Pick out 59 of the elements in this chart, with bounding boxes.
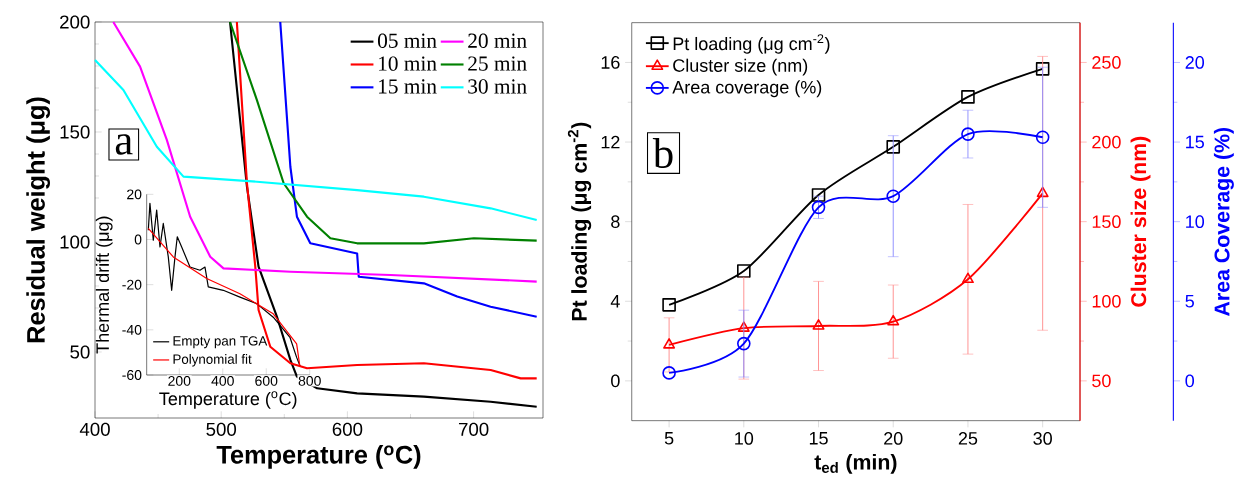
y-tick-label: 200 (60, 15, 90, 29)
legend-label: 30 min (468, 79, 527, 94)
y-tick-label: 16 (601, 56, 620, 69)
x-tick-label: 20 (884, 432, 903, 445)
y3-tick-label: 10 (1186, 215, 1205, 229)
legend-label: Cluster size (nm) (673, 58, 808, 76)
y3-tick-label: 15 (1186, 135, 1204, 149)
x-tick-label: 800 (298, 375, 321, 386)
x-tick-label: 600 (332, 422, 363, 436)
legend-label: 05 min (377, 33, 437, 48)
legend-label: Empty pan TGA (173, 336, 268, 349)
y2-tick-label: 200 (1092, 135, 1121, 149)
y-tick-label: -40 (122, 324, 142, 335)
x-tick-label: 5 (664, 432, 674, 445)
legend-label: Pt loading (μg cm$^{-2}$) (673, 34, 830, 54)
y3-axis-title: Area Coverage (%) (1213, 127, 1234, 316)
y-tick-label: 4 (610, 295, 620, 308)
x-axis-title: t$_{ed}$ (min) (814, 453, 897, 474)
x-tick-label: 15 (809, 432, 828, 445)
y3-tick-label: 5 (1185, 294, 1194, 308)
x-tick-label: 200 (168, 375, 191, 386)
y-tick-label: 150 (60, 125, 90, 139)
y-tick-label: -20 (122, 279, 142, 290)
legend-label: 15 min (379, 79, 437, 94)
legend-label: Polynomial fit (173, 354, 252, 367)
y-axis-title: Residual weight (μg) (26, 97, 50, 343)
y-axis-title: Pt loading (μg cm$^{-2}$) (567, 122, 592, 321)
y-tick-label: 12 (601, 135, 620, 149)
legend-label: 20 min (468, 33, 527, 48)
y2-tick-label: 50 (1092, 374, 1111, 388)
y-tick-label: 0 (134, 234, 142, 245)
x-tick-label: 30 (1033, 432, 1052, 445)
y-tick-label: 20 (127, 189, 142, 200)
legend-label: Area coverage (%) (672, 80, 822, 98)
annotation: a (115, 134, 133, 155)
x-tick-label: 400 (211, 375, 234, 386)
y-tick-label: 50 (70, 345, 90, 359)
y-tick-label: 100 (60, 235, 90, 249)
legend-label: 10 min (379, 56, 437, 71)
x-tick-label: 700 (458, 422, 489, 436)
y-tick-label: 0 (611, 374, 620, 388)
x-axis-title: Temperature ($^{o}$C) (216, 445, 421, 469)
y3-tick-label: 0 (1185, 374, 1195, 388)
x-tick-label: 400 (79, 422, 110, 436)
x-tick-label: 10 (735, 432, 754, 445)
annotation: b (652, 138, 673, 169)
x-tick-label: 500 (206, 422, 237, 436)
y-axis-title: Thermal drift (μg) (95, 216, 113, 354)
x-tick-label: 600 (255, 375, 278, 386)
y3-tick-label: 20 (1185, 56, 1205, 69)
y2-axis-title: Cluster size (nm) (1130, 136, 1151, 307)
y-tick-label: 8 (611, 215, 620, 229)
x-tick-label: 25 (958, 432, 978, 445)
y2-tick-label: 150 (1092, 215, 1121, 229)
y2-tick-label: 250 (1092, 56, 1121, 69)
y-tick-label: -60 (122, 370, 142, 380)
y2-tick-label: 100 (1092, 294, 1121, 308)
x-axis-title: Temperature ($^{o}$C) (159, 391, 297, 409)
legend-label: 25 min (468, 56, 527, 71)
